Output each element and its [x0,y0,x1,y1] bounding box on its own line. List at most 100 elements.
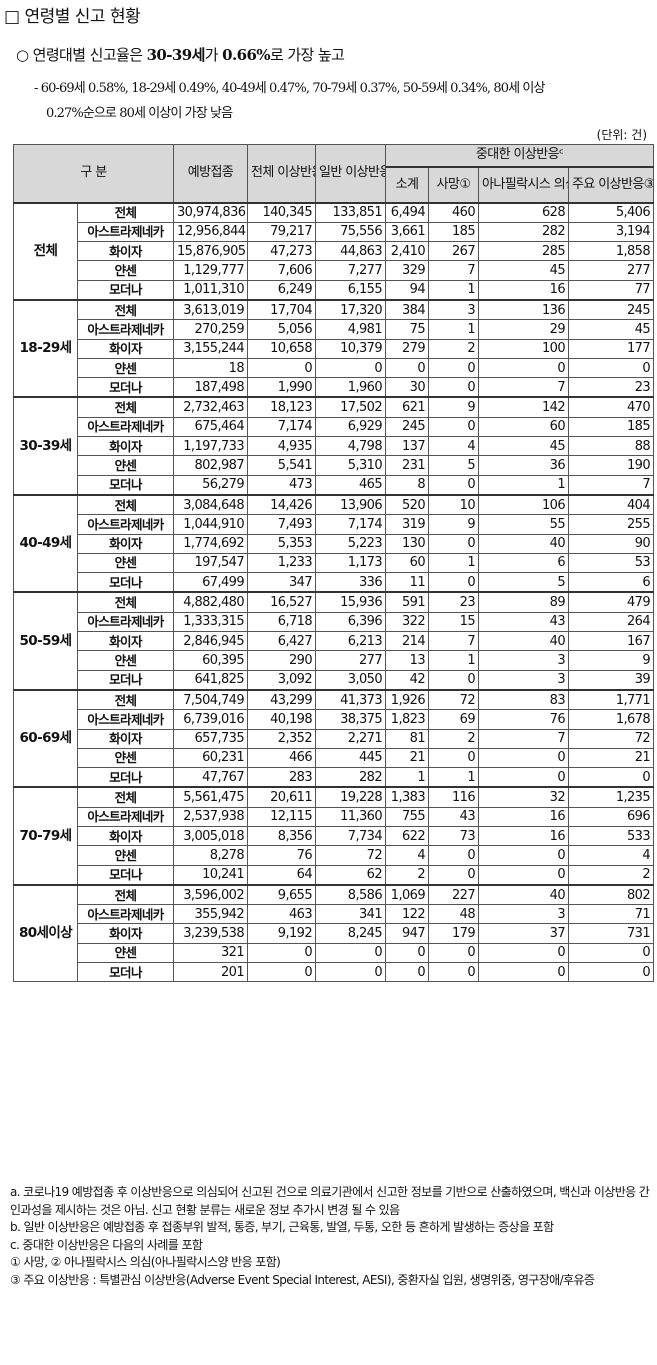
value-cell: 264 [568,611,655,633]
value-cell: 9 [428,514,480,535]
value-cell: 4,798 [315,436,387,457]
value-cell: 8,245 [315,923,387,944]
value-cell: 190 [568,455,655,476]
value-cell: 255 [568,514,655,535]
value-cell: 2 [568,864,655,886]
table-row: 60-69세 전체 7,504,749 43,299 41,373 1,926 72 83 1,… [13,688,655,788]
header-death: 사망① [428,166,480,204]
value-cell: 64 [247,864,317,886]
value-cell: 43 [478,611,570,633]
value-cell: 40 [478,883,570,906]
footnote-a: a. 코로나19 예방접종 후 이상반응으로 의심되어 신고된 건으로 의료기관… [10,1185,650,1217]
value-cell: 5,056 [247,319,317,340]
value-cell: 0 [385,357,430,379]
value-cell: 3,613,019 [173,298,249,321]
value-cell: 355,942 [173,904,249,925]
value-cell: 5 [478,572,570,593]
footnote-b: b. 일반 이상반응은 예방접종 후 접종부위 발적, 통증, 부기, 근육통,… [10,1220,554,1234]
value-cell: 32 [478,786,570,808]
value-cell: 45 [568,319,655,340]
value-cell: 40 [478,631,570,652]
value-cell: 7 [428,260,480,281]
header-general-ae: 일반 이상반응ᵇ [315,144,387,204]
age-group-label: 80세이상 [13,883,78,983]
value-cell: 67,499 [173,572,249,593]
value-cell: 319 [385,514,430,535]
value-cell: 6,494 [385,201,430,223]
value-cell: 187,498 [173,377,249,398]
value-cell: 7 [568,474,655,496]
value-cell: 9 [568,650,655,671]
value-cell: 76 [247,845,317,866]
vaccine-label: 전체 [76,591,175,613]
value-cell: 227 [428,883,480,906]
value-cell: 0 [478,845,570,866]
value-cell: 4,882,480 [173,591,249,613]
value-cell: 45 [478,436,570,457]
value-cell: 0 [428,416,480,438]
value-cell: 15,936 [315,591,387,613]
value-cell: 6,427 [247,631,317,652]
value-cell: 285 [478,241,570,262]
value-cell: 11 [385,572,430,593]
table-row: 모더나 1,011,310 6,249 6,155 94 1 16 77 [14,279,655,301]
value-cell: 3 [478,669,570,691]
value-cell: 18,123 [247,396,317,418]
value-cell: 0 [428,845,480,866]
age-group-label: 18-29세 [13,298,78,398]
value-cell: 7,734 [315,825,387,847]
vaccine-label: 화이자 [76,728,175,749]
value-cell: 8 [385,474,430,496]
value-cell: 445 [315,747,387,769]
value-cell: 4,981 [315,319,387,340]
value-cell: 76 [478,709,570,730]
value-cell: 6 [568,572,655,593]
value-cell: 0 [315,962,387,983]
value-cell: 1 [385,767,430,788]
value-cell: 142 [478,396,570,418]
table-row: 40-49세 전체 3,084,648 14,426 13,906 520 10 106 404 [13,493,655,593]
value-cell: 277 [315,650,387,671]
value-cell: 72 [568,728,655,749]
value-cell: 696 [568,806,655,828]
value-cell: 56,279 [173,474,249,496]
value-cell: 657,735 [173,728,249,749]
vaccine-label: 전체 [76,493,175,516]
value-cell: 2,410 [385,241,430,262]
value-cell: 9,192 [247,923,317,944]
table-row: 화이자 1,197,733 4,935 4,798 137 4 45 88 [14,436,655,457]
vaccine-label: 모더나 [76,377,175,398]
value-cell: 6,396 [315,611,387,633]
value-cell: 621 [385,396,430,418]
vaccine-label: 얀센 [76,845,175,866]
value-cell: 0 [428,572,480,593]
vaccine-label: 아스트라제네카 [76,806,175,828]
value-cell: 44,863 [315,241,387,262]
value-cell: 1 [428,767,480,788]
value-cell: 1,823 [385,709,430,730]
value-cell: 2,732,463 [173,396,249,418]
vaccine-label: 전체 [76,201,175,223]
value-cell: 0 [428,357,480,379]
value-cell: 336 [315,572,387,593]
table-body: 전체 전체 30,974,836 140,345 133,851 6,494 460 628 5… [13,201,655,983]
value-cell: 47,767 [173,767,249,788]
value-cell: 48 [428,904,480,925]
value-cell: 0 [315,357,387,379]
value-cell: 2,271 [315,728,387,749]
value-cell: 7,174 [247,416,317,438]
value-cell: 802 [568,883,655,906]
vaccine-label: 모더나 [76,864,175,886]
value-cell: 520 [385,493,430,516]
value-cell: 641,825 [173,669,249,691]
value-cell: 21 [568,747,655,769]
value-cell: 14,426 [247,493,317,516]
value-cell: 3,092 [247,669,317,691]
value-cell: 60 [385,552,430,574]
value-cell: 1,069 [385,883,430,906]
header-subtotal: 소계 [385,166,430,204]
vaccine-label: 아스트라제네카 [76,221,175,243]
table-row: 화이자 15,876,905 47,273 44,863 2,410 267 285 1,85… [14,241,655,262]
value-cell: 0 [385,962,430,983]
value-cell: 1 [428,319,480,340]
